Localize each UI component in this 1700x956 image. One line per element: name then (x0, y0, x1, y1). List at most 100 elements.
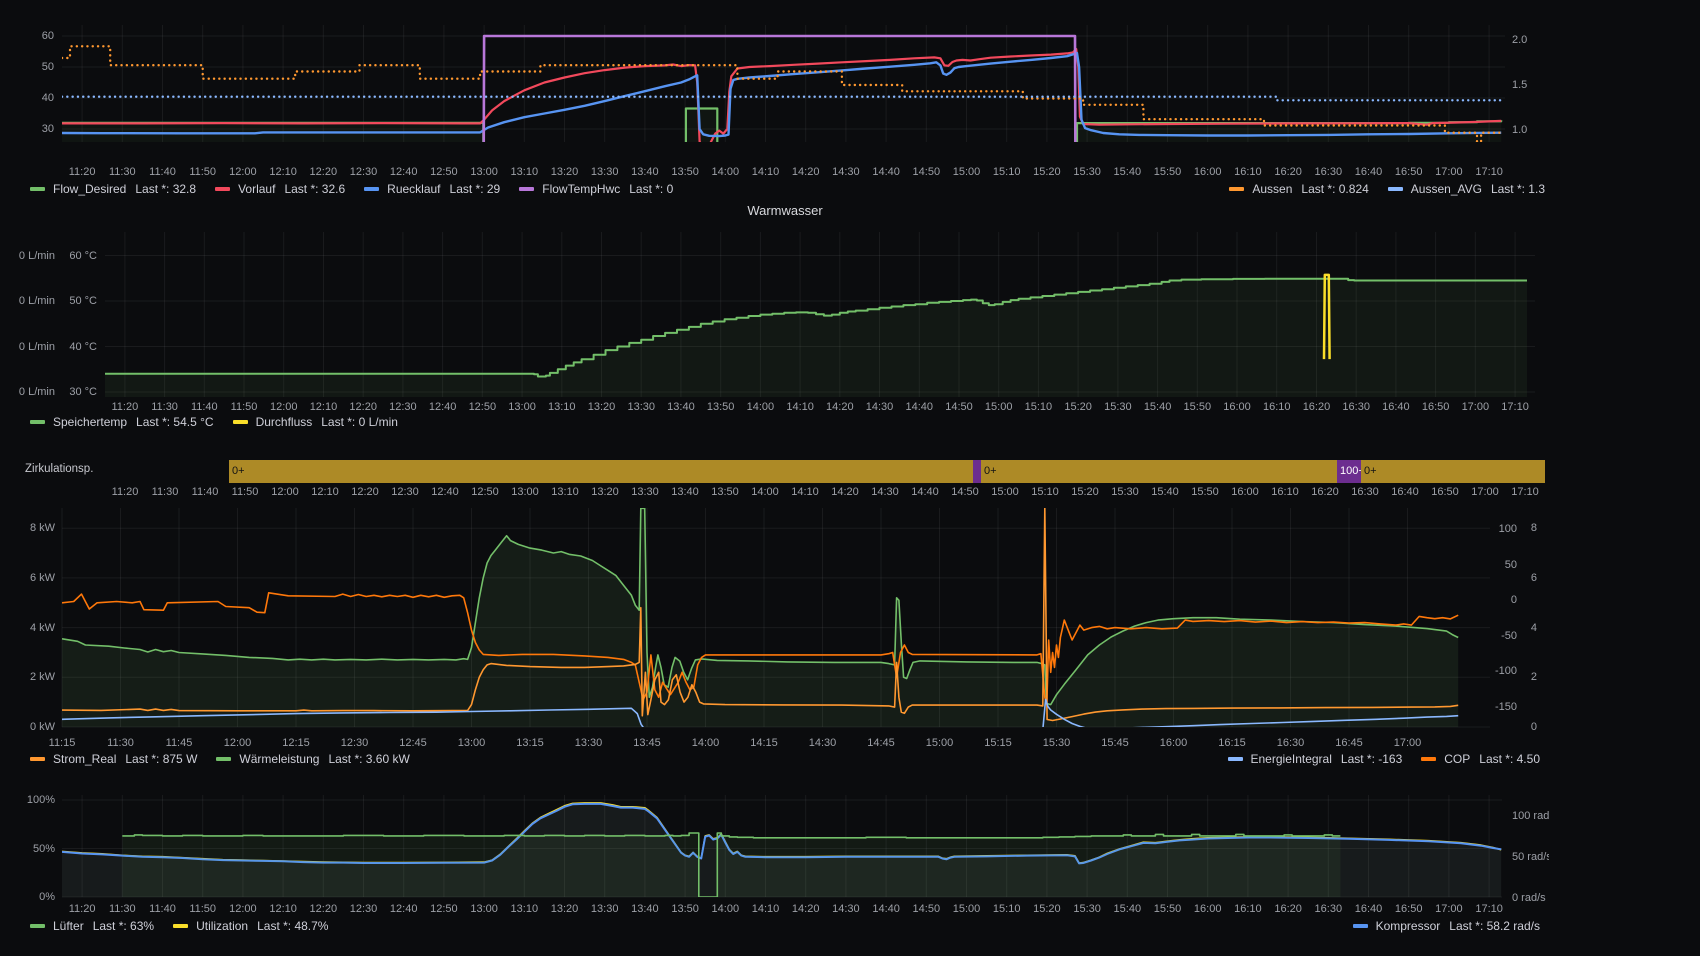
x-tick-label: 16:50 (1431, 486, 1459, 498)
legend-item-Wärmeleistung[interactable]: Wärmeleistung Last *: 3.60 kW (216, 752, 410, 766)
y-tick-label: 50% (32, 842, 55, 855)
x-tick-label: 15:00 (984, 401, 1013, 413)
x-tick-label: 17:10 (1511, 486, 1539, 498)
legend-item-last-value: Last *: 29 (449, 182, 501, 196)
x-tick-label: 16:30 (1351, 486, 1379, 498)
legend-swatch (216, 757, 232, 761)
x-tick-label: 14:00 (691, 737, 720, 749)
x-tick-label: 14:40 (872, 166, 900, 178)
x-tick-label: 11:50 (189, 903, 217, 915)
legend-item-last-value: Last *: 3.60 kW (328, 752, 410, 766)
x-tick-label: 15:40 (1113, 166, 1142, 178)
legend-swatch (1227, 757, 1243, 761)
y-tick-label: 0 (1530, 721, 1537, 733)
y-tick-label: -50 (1501, 629, 1517, 642)
y-tick-label: 6 kW (29, 571, 55, 584)
legend-item-label: EnergieIntegral (1250, 752, 1332, 766)
x-tick-label: 17:00 (1435, 903, 1463, 915)
legend-item-label: Kompressor (1375, 919, 1441, 933)
timeline-segment[interactable]: 0+ (229, 460, 973, 483)
x-tick-label: 16:10 (1271, 486, 1299, 498)
series-fill-Utilization (62, 802, 1502, 897)
x-tick-label: 12:40 (389, 166, 418, 178)
legend-item-Strom_Real[interactable]: Strom_Real Last *: 875 W (30, 752, 197, 766)
legend-swatch (519, 187, 535, 191)
legend-item-Lüfter[interactable]: Lüfter Last *: 63% (30, 919, 154, 933)
legend-item-last-value: Last *: 0 L/min (321, 415, 398, 429)
series-fill-Flow_Desired (62, 108, 1502, 142)
x-tick-label: 15:15 (984, 737, 1012, 749)
x-tick-label: 16:20 (1274, 166, 1302, 178)
y-tick-label: 8 kW (29, 522, 55, 535)
legend-item-last-value: Last *: 63% (92, 919, 155, 933)
x-tick-label: 12:20 (349, 401, 377, 413)
legend-item-Utilization[interactable]: Utilization Last *: 48.7% (173, 919, 328, 933)
x-tick-label: 12:50 (468, 401, 497, 413)
legend-left-utilization: Lüfter Last *: 63% Utilization Last *: 48.7… (30, 919, 328, 933)
x-tick-label: 13:50 (711, 486, 739, 498)
x-tick-label: 15:20 (1033, 166, 1061, 178)
series-Wärmeleistung (62, 508, 1459, 706)
x-tick-label: 16:20 (1302, 401, 1331, 413)
x-tick-label: 14:00 (711, 166, 740, 178)
y-tick-label: 30 (41, 123, 54, 135)
x-tick-label: 16:30 (1314, 903, 1343, 915)
series-COP (62, 592, 1459, 706)
y-tick-label: 2 kW (29, 671, 55, 684)
x-tick-label: 14:40 (911, 486, 939, 498)
x-tick-label: 16:10 (1262, 401, 1291, 413)
timeline-segment[interactable]: 0+ (981, 460, 1337, 483)
legend-item-last-value: Last *: 58.2 rad/s (1449, 919, 1540, 933)
x-tick-label: 13:20 (587, 401, 616, 413)
legend-item-Vorlauf[interactable]: Vorlauf Last *: 32.6 (215, 182, 345, 196)
legend-item-EnergieIntegral[interactable]: EnergieIntegral Last *: -163 (1227, 752, 1402, 766)
legend-item-Aussen_AVG[interactable]: Aussen_AVG Last *: 1.3 (1387, 182, 1545, 196)
legend-item-Kompressor[interactable]: Kompressor Last *: 58.2 rad/s (1352, 919, 1540, 933)
legend-item-Ruecklauf[interactable]: Ruecklauf Last *: 29 (364, 182, 500, 196)
x-tick-label: 14:50 (912, 166, 941, 178)
y-tick-label: 40 °C (69, 340, 97, 353)
legend-item-label: COP (1444, 752, 1471, 766)
x-tick-label: 13:10 (551, 486, 579, 498)
x-tick-label: 16:30 (1342, 401, 1370, 413)
legend-item-COP[interactable]: COP Last *: 4.50 (1421, 752, 1540, 766)
legend-item-Speichertemp[interactable]: Speichertemp Last *: 54.5 °C (30, 415, 214, 429)
x-tick-label: 11:20 (111, 401, 139, 413)
series-Lüfter (122, 832, 1341, 897)
legend-item-last-value: Last *: 32.6 (284, 182, 346, 196)
legend-swatch (30, 187, 45, 191)
x-tick-label: 15:00 (952, 166, 981, 178)
legend-item-Flow_Desired[interactable]: Flow_Desired Last *: 32.8 (30, 182, 196, 196)
x-tick-label: 17:00 (1393, 737, 1422, 749)
x-tick-label: 11:50 (189, 166, 217, 178)
panel-plot-utilization (62, 795, 1502, 898)
y-tick-label: 2 (1530, 671, 1537, 684)
timeline-segment[interactable]: 0+ (1361, 460, 1545, 483)
x-tick-label: 14:10 (791, 486, 819, 498)
x-tick-label: 14:20 (791, 166, 820, 178)
series-Strom_Real (62, 508, 1459, 722)
timeline-segment[interactable]: 100+ (1337, 460, 1365, 483)
series-Kompressor (62, 802, 1502, 865)
x-tick-label: 14:10 (751, 903, 780, 915)
x-tick-label: 14:20 (831, 486, 859, 498)
timeline-segment[interactable] (973, 460, 981, 483)
series-Aussen_AVG (62, 95, 1503, 102)
x-tick-label: 17:10 (1501, 401, 1529, 413)
x-tick-label: 14:50 (912, 903, 941, 915)
y-tick-label: 0 L/min (18, 386, 55, 398)
x-tick-label: 14:00 (711, 903, 740, 915)
y-tick-label: 0 kW (29, 721, 55, 733)
legend-right-utilization: Kompressor Last *: 58.2 rad/s (1352, 919, 1540, 933)
x-tick-label: 14:20 (791, 903, 820, 915)
x-tick-label: 15:00 (952, 903, 981, 915)
x-tick-label: 11:20 (111, 486, 139, 498)
legend-item-Durchfluss[interactable]: Durchfluss Last *: 0 L/min (232, 415, 398, 429)
y-tick-label: 1.0 (1512, 124, 1528, 136)
x-tick-label: 15:30 (1042, 737, 1071, 749)
legend-item-Aussen[interactable]: Aussen Last *: 0.824 (1229, 182, 1369, 196)
legend-item-FlowTempHwc[interactable]: FlowTempHwc Last *: 0 (519, 182, 673, 196)
x-tick-label: 16:15 (1218, 737, 1246, 749)
legend-item-last-value: Last *: 32.8 (135, 182, 197, 196)
panel-title-warmwasser[interactable]: Warmwasser (747, 203, 823, 218)
